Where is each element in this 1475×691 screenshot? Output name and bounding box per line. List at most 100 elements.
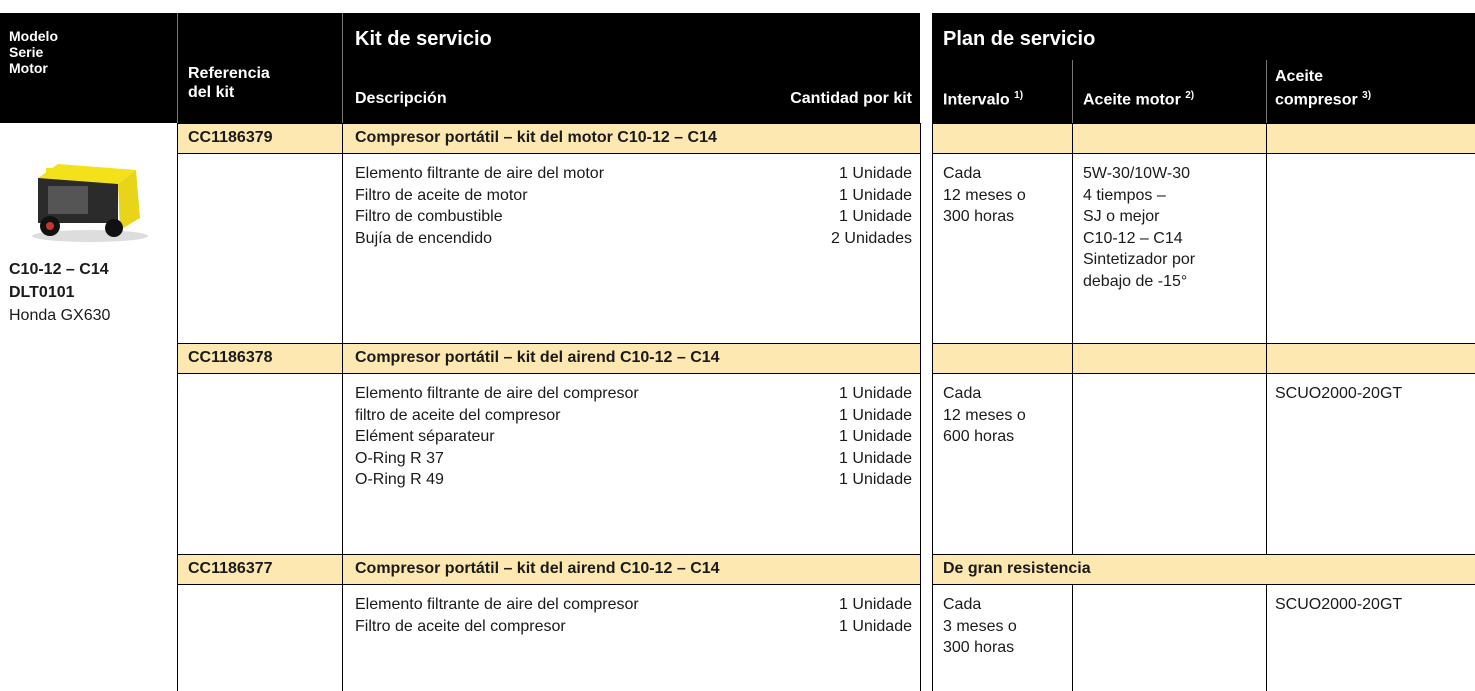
header-label: Motor xyxy=(9,60,48,76)
interval: 600 horas xyxy=(943,428,1015,445)
interval: 12 meses o xyxy=(943,186,1026,204)
item-description: O-Ring R 49 xyxy=(355,471,444,488)
engine-oil: 4 tiempos – xyxy=(1083,186,1166,204)
interval: Cada xyxy=(943,165,982,182)
rule xyxy=(177,584,920,585)
kit-title: Compresor portátil – kit del motor C10-1… xyxy=(355,129,717,146)
section-title: Kit de servicio xyxy=(355,28,492,50)
footnote-mark: 1) xyxy=(1014,90,1024,101)
rule xyxy=(932,584,1475,585)
rule xyxy=(177,343,920,344)
kit-row xyxy=(177,343,920,373)
rule xyxy=(177,13,178,123)
section-title: Plan de servicio xyxy=(943,28,1096,50)
header-label: Cantidad por kit xyxy=(790,90,912,107)
header-label: Aceite motor 2) xyxy=(1083,90,1195,109)
item-description: filtro de aceite del compresor xyxy=(355,406,561,424)
rule xyxy=(342,554,343,691)
rule xyxy=(932,153,1475,154)
model-motor: Honda GX630 xyxy=(9,307,111,324)
rule xyxy=(920,123,921,343)
interval: Cada xyxy=(943,596,982,613)
item-quantity: 1 Unidade xyxy=(839,471,912,488)
plan-row xyxy=(932,554,1475,584)
rule xyxy=(932,123,1475,124)
item-description: Elément séparateur xyxy=(355,428,495,445)
item-description: Filtro de aceite de motor xyxy=(355,186,528,204)
kit-row xyxy=(177,123,920,153)
interval: 300 horas xyxy=(943,208,1015,225)
header-label: del kit xyxy=(188,84,235,101)
rule xyxy=(932,554,1475,555)
engine-oil: C10-12 – C14 xyxy=(1083,229,1183,247)
item-description: Filtro de aceite del compresor xyxy=(355,617,566,635)
header-label: Descripción xyxy=(355,90,447,107)
rule xyxy=(1266,123,1267,343)
kit-ref: CC1186378 xyxy=(188,349,273,366)
header-bg xyxy=(932,13,1475,123)
item-quantity: 1 Unidade xyxy=(839,596,912,613)
rule xyxy=(177,373,920,374)
item-quantity: 2 Unidades xyxy=(831,229,912,247)
rule xyxy=(1072,60,1073,123)
rule xyxy=(1266,343,1267,554)
item-quantity: 1 Unidade xyxy=(839,385,912,402)
interval: 12 meses o xyxy=(943,406,1026,424)
header-label: Modelo xyxy=(9,28,58,44)
engine-oil: SJ o mejor xyxy=(1083,208,1160,225)
item-description: Elemento filtrante de aire del motor xyxy=(355,165,605,182)
model-name: C10-12 – C14 xyxy=(9,261,109,278)
rule xyxy=(342,343,343,554)
kit-ref: CC1186379 xyxy=(188,129,273,146)
header-label: compresor 3) xyxy=(1275,90,1372,109)
interval: 300 horas xyxy=(943,639,1015,656)
rule xyxy=(932,554,933,691)
rule xyxy=(932,123,933,343)
compressor-image xyxy=(32,164,148,242)
rule xyxy=(342,13,343,123)
rule xyxy=(177,153,920,154)
rule xyxy=(932,343,1475,344)
item-description: Filtro de combustible xyxy=(355,208,503,225)
kit-title: Compresor portátil – kit del airend C10-… xyxy=(355,349,720,366)
item-quantity: 1 Unidade xyxy=(839,406,912,424)
engine-oil: 5W-30/10W-30 xyxy=(1083,165,1191,182)
item-quantity: 1 Unidade xyxy=(839,428,912,445)
compressor-oil: SCUO2000-20GT xyxy=(1275,596,1403,613)
rule xyxy=(177,343,178,554)
header-bg xyxy=(0,13,920,123)
rule xyxy=(1266,60,1267,123)
kit-ref: CC1186377 xyxy=(188,560,273,577)
rule xyxy=(177,554,920,555)
plan-row xyxy=(932,123,1475,153)
kit-title: Compresor portátil – kit del airend C10-… xyxy=(355,560,720,577)
rule xyxy=(177,123,920,124)
header-label: Intervalo 1) xyxy=(943,90,1024,109)
plan-label: De gran resistencia xyxy=(943,560,1091,577)
footnote-mark: 2) xyxy=(1185,90,1195,101)
rule xyxy=(177,123,178,343)
rule xyxy=(1072,343,1073,554)
header-label: Aceite xyxy=(1275,68,1324,85)
item-description: O-Ring R 37 xyxy=(355,449,444,467)
model-serie: DLT0101 xyxy=(9,284,75,301)
item-quantity: 1 Unidade xyxy=(839,449,912,467)
interval: 3 meses o xyxy=(943,617,1017,635)
kit-row xyxy=(177,554,920,584)
engine-oil: debajo de -15° xyxy=(1083,272,1188,290)
header-label: Referencia xyxy=(188,65,270,82)
item-quantity: 1 Unidade xyxy=(839,617,912,635)
item-description: Elemento filtrante de aire del compresor xyxy=(355,385,639,402)
rule xyxy=(932,343,933,554)
plan-row xyxy=(932,343,1475,373)
item-quantity: 1 Unidade xyxy=(839,208,912,225)
rule xyxy=(1072,123,1073,343)
item-description: Bujía de encendido xyxy=(355,229,492,247)
item-description: Elemento filtrante de aire del compresor xyxy=(355,596,639,613)
item-quantity: 1 Unidade xyxy=(839,165,912,182)
rule xyxy=(1072,584,1073,691)
engine-oil: Sintetizador por xyxy=(1083,251,1196,268)
rule xyxy=(1266,584,1267,691)
rule xyxy=(920,343,921,554)
